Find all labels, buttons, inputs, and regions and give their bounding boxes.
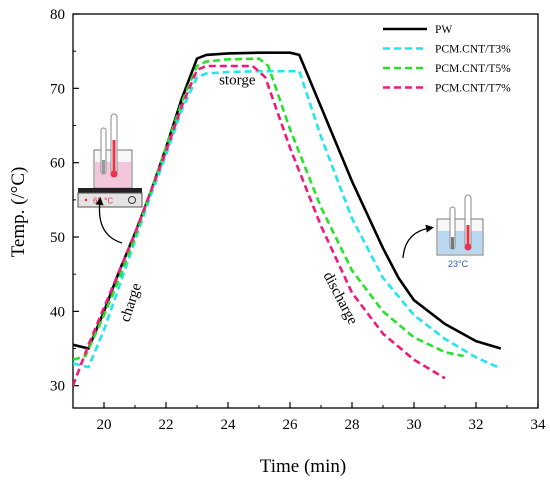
cold-water-label: 23°C <box>448 259 469 269</box>
legend-label-2: PCM.CNT/T5% <box>435 63 511 75</box>
annotation-0: storge <box>219 73 256 89</box>
x-tick-label: 24 <box>221 417 237 433</box>
x-tick-label: 28 <box>345 417 360 433</box>
x-tick-label: 20 <box>97 417 112 433</box>
x-tick-label: 30 <box>407 417 422 433</box>
legend-label-1: PCM.CNT/T3% <box>435 44 511 56</box>
y-tick-label: 60 <box>50 156 65 172</box>
legend-label-3: PCM.CNT/T7% <box>435 83 511 95</box>
x-axis-title: Time (min) <box>260 456 346 477</box>
series-line-2 <box>73 57 464 361</box>
x-tick-label: 22 <box>159 417 174 433</box>
annotations: storge charge discharge <box>117 73 360 328</box>
discharge-curved-arrow <box>402 224 434 259</box>
y-tick-label: 70 <box>50 81 65 97</box>
y-tick-label: 50 <box>50 230 65 246</box>
annotation-1: charge <box>117 281 145 324</box>
hot-plate-label: 65 °C <box>93 197 113 206</box>
y-axis-title: Temp. (/°C) <box>8 167 29 258</box>
legend: PW PCM.CNT/T3% PCM.CNT/T5% PCM.CNT/T7% <box>383 24 511 95</box>
x-tick-label: 32 <box>469 417 484 433</box>
y-tick-label: 40 <box>50 304 65 320</box>
x-tick-label: 34 <box>531 417 547 433</box>
series-line-3 <box>73 64 446 387</box>
charge-curved-arrow <box>95 197 123 244</box>
y-tick-label: 80 <box>50 7 65 23</box>
x-tick-label: 26 <box>283 417 299 433</box>
series-line-1 <box>73 69 499 369</box>
y-tick-label: 30 <box>50 379 65 395</box>
annotation-2: discharge <box>320 269 361 327</box>
hot-plate-beaker-icon: 65 °C <box>77 113 143 208</box>
series-layer <box>73 51 502 387</box>
cold-water-beaker-icon: 23°C <box>436 194 484 269</box>
axes: 20 22 24 26 28 30 32 34 30 40 50 60 70 80 <box>50 7 546 433</box>
plot-frame <box>72 13 539 409</box>
legend-label-0: PW <box>435 24 452 36</box>
